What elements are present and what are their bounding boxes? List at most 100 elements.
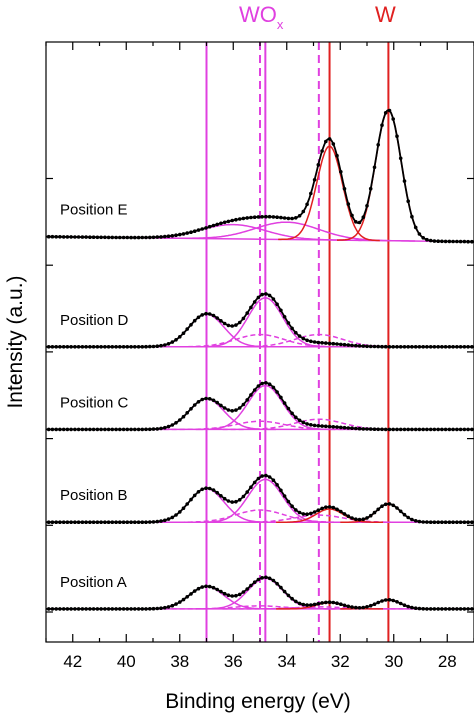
series-2: Position B	[46, 473, 474, 524]
data-point	[316, 340, 321, 345]
data-point	[470, 427, 474, 432]
data-point	[462, 345, 467, 349]
data-point	[166, 424, 171, 429]
data-point	[455, 520, 459, 524]
data-point	[114, 520, 118, 524]
data-point	[398, 427, 403, 432]
data-point	[417, 606, 422, 611]
data-point	[297, 510, 302, 515]
data-point	[136, 345, 141, 349]
data-point	[91, 607, 96, 611]
data-point	[282, 315, 287, 319]
data-point	[46, 427, 51, 432]
data-point	[440, 520, 444, 524]
data-point	[249, 215, 253, 220]
data-point	[413, 519, 418, 523]
data-point	[95, 607, 100, 611]
data-point	[391, 345, 396, 349]
data-point	[275, 215, 279, 219]
data-point	[279, 395, 283, 400]
wox-label-sub: x	[277, 17, 284, 32]
data-point	[309, 603, 313, 607]
data-point	[136, 607, 141, 611]
data-point	[46, 520, 51, 524]
data-point	[368, 344, 373, 349]
data-point	[264, 214, 268, 219]
data-point	[181, 232, 186, 236]
data-point	[290, 411, 294, 416]
data-point	[185, 411, 189, 415]
data-point	[99, 520, 103, 524]
data-point	[125, 427, 130, 432]
data-point	[234, 217, 238, 222]
data-point	[320, 341, 324, 345]
data-point	[316, 163, 321, 167]
series-label: Position D	[60, 312, 129, 329]
data-point	[350, 516, 354, 520]
data-point	[466, 239, 470, 244]
data-point	[320, 601, 324, 605]
data-point	[316, 424, 321, 428]
data-point	[121, 235, 126, 240]
data-point	[406, 199, 411, 203]
data-point	[219, 221, 223, 226]
data-point	[222, 591, 227, 596]
data-point	[383, 502, 388, 507]
data-point	[245, 398, 249, 402]
data-point	[282, 401, 287, 405]
data-point	[391, 598, 396, 603]
data-point	[69, 607, 73, 611]
data-point	[211, 223, 216, 228]
data-point	[110, 427, 115, 432]
data-point	[230, 409, 234, 413]
data-point	[245, 587, 249, 591]
data-point	[69, 345, 73, 349]
data-point	[286, 499, 291, 504]
data-point	[391, 503, 396, 508]
data-point	[211, 585, 216, 590]
data-point	[410, 427, 414, 432]
data-point	[181, 414, 186, 419]
data-point	[410, 345, 414, 349]
series-1: Position A	[46, 574, 474, 611]
x-tick-label: 42	[63, 652, 82, 671]
data-point	[309, 339, 313, 344]
data-point	[133, 235, 137, 240]
data-point	[73, 520, 77, 524]
series-label: Position E	[60, 202, 128, 219]
data-point	[200, 313, 204, 317]
component-peak	[276, 508, 383, 523]
data-point	[219, 403, 223, 408]
data-point	[372, 510, 377, 515]
data-point	[380, 344, 384, 349]
data-point	[428, 607, 433, 611]
x-tick-label: 28	[438, 652, 457, 671]
data-point	[395, 134, 399, 138]
data-point	[335, 425, 339, 429]
data-point	[312, 340, 317, 344]
data-point	[211, 398, 216, 403]
data-point	[204, 396, 208, 401]
data-point	[106, 427, 111, 432]
data-point	[174, 602, 178, 606]
data-point	[335, 507, 339, 512]
data-point	[421, 236, 426, 240]
data-point	[331, 142, 336, 146]
data-point	[46, 234, 51, 239]
data-point	[380, 123, 384, 127]
data-point	[387, 108, 392, 113]
data-point	[73, 235, 77, 239]
series-label: Position A	[60, 574, 127, 591]
data-point	[395, 600, 399, 604]
data-point	[237, 592, 242, 597]
data-point	[99, 427, 103, 432]
data-point	[413, 345, 418, 349]
data-point	[234, 499, 238, 504]
data-point	[354, 426, 358, 431]
data-point	[110, 345, 115, 349]
data-point	[166, 605, 171, 609]
data-point	[159, 519, 163, 523]
data-point	[207, 397, 212, 401]
data-point	[447, 427, 452, 432]
data-point	[350, 605, 354, 609]
